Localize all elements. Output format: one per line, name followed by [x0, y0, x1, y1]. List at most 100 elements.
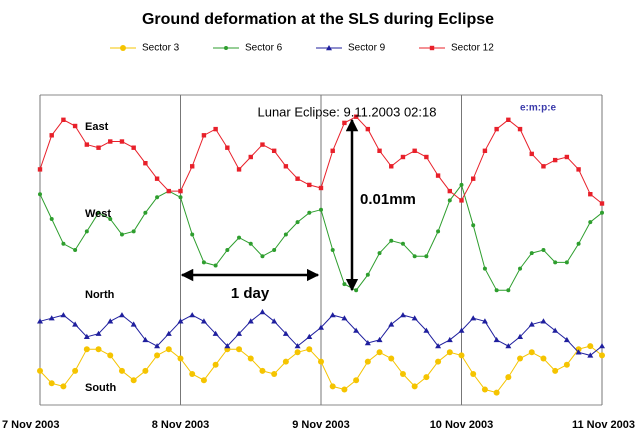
- point: [563, 336, 570, 343]
- point: [190, 232, 195, 237]
- point: [225, 145, 230, 150]
- point: [107, 352, 114, 359]
- point: [61, 241, 66, 246]
- point: [307, 182, 312, 188]
- point: [494, 288, 499, 293]
- point: [399, 312, 406, 318]
- point: [423, 374, 430, 381]
- point: [84, 142, 90, 147]
- point: [435, 173, 441, 178]
- point: [119, 139, 125, 144]
- point: [83, 346, 90, 353]
- point: [506, 117, 511, 122]
- point: [518, 266, 523, 271]
- point: [294, 349, 301, 356]
- point: [295, 220, 300, 225]
- point: [424, 254, 429, 259]
- point: [200, 377, 207, 384]
- point: [108, 139, 113, 144]
- point: [376, 349, 383, 356]
- point: [389, 164, 394, 169]
- point: [131, 229, 136, 234]
- point: [388, 321, 395, 327]
- point: [540, 355, 547, 362]
- point: [165, 330, 172, 336]
- annotations: Lunar Eclipse: 9.11.2003 02:18 East West No…: [85, 104, 437, 393]
- annotation: North: [85, 289, 115, 301]
- point: [470, 371, 477, 377]
- point: [326, 45, 332, 51]
- point: [446, 336, 453, 343]
- point: [283, 164, 289, 169]
- point: [189, 312, 196, 318]
- point: [201, 133, 207, 138]
- point: [130, 321, 137, 327]
- point: [412, 254, 417, 259]
- point: [236, 167, 242, 172]
- point: [272, 248, 277, 252]
- point: [458, 352, 465, 359]
- point: [400, 241, 405, 246]
- point: [506, 288, 511, 293]
- point: [330, 248, 335, 252]
- point: [471, 223, 476, 228]
- point: [306, 333, 313, 339]
- point: [48, 380, 55, 387]
- point: [517, 333, 524, 339]
- point: [60, 383, 67, 390]
- point: [435, 358, 442, 365]
- point: [529, 251, 534, 256]
- point: [599, 343, 605, 349]
- point: [143, 161, 148, 166]
- point: [130, 377, 137, 384]
- point: [517, 126, 523, 132]
- legend-label: Sector 6: [245, 43, 283, 54]
- point: [154, 176, 160, 181]
- point: [447, 198, 452, 203]
- point: [364, 358, 371, 365]
- point: [72, 321, 79, 327]
- point: [260, 142, 265, 147]
- point: [120, 45, 126, 51]
- point: [575, 349, 582, 355]
- point: [342, 282, 347, 287]
- point: [95, 330, 102, 336]
- point: [118, 312, 125, 318]
- point: [494, 126, 499, 132]
- point: [190, 164, 195, 169]
- point: [282, 358, 289, 365]
- point: [73, 248, 78, 252]
- point: [38, 192, 42, 197]
- point: [48, 315, 55, 321]
- point: [119, 232, 124, 237]
- point: [154, 343, 161, 349]
- point: [365, 272, 370, 277]
- point: [411, 315, 418, 321]
- point: [388, 355, 395, 362]
- x-tick-label: 7 Nov 2003: [2, 419, 59, 431]
- point: [259, 309, 266, 315]
- point: [412, 148, 417, 153]
- point: [189, 371, 196, 377]
- point: [528, 349, 535, 356]
- point: [587, 352, 594, 358]
- point: [587, 343, 594, 350]
- point: [318, 324, 324, 330]
- point: [429, 45, 435, 51]
- point: [236, 330, 243, 336]
- point: [576, 241, 581, 246]
- point: [237, 235, 242, 240]
- point: [271, 371, 278, 377]
- point: [247, 318, 254, 324]
- point: [271, 318, 278, 324]
- point: [482, 266, 487, 271]
- point: [224, 46, 228, 50]
- point: [212, 361, 219, 368]
- point: [84, 229, 89, 234]
- point: [599, 352, 605, 359]
- point: [178, 188, 183, 194]
- point: [354, 288, 359, 293]
- point: [248, 154, 253, 160]
- point: [552, 367, 559, 374]
- point: [364, 340, 371, 346]
